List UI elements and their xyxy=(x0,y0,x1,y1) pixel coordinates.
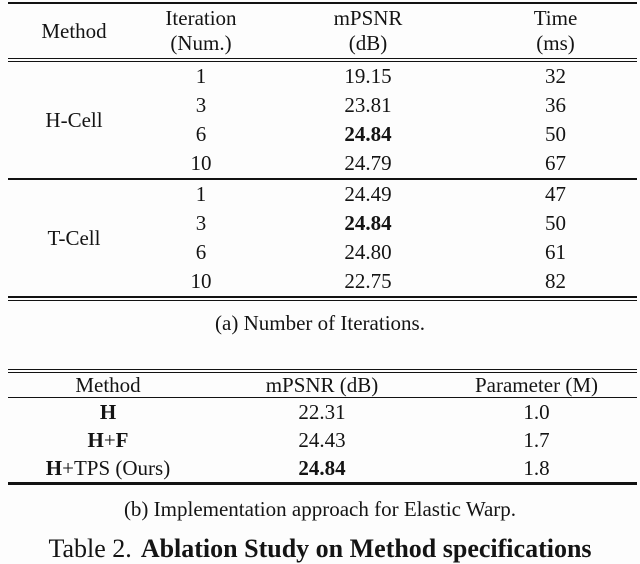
parameter-cell: 1.7 xyxy=(523,427,550,452)
iteration-cell: 1 xyxy=(195,182,207,206)
mpsnr-cell: 19.15 xyxy=(344,64,392,88)
table-a-header-method: Method xyxy=(8,4,140,58)
mpsnr-cell: 22.31 xyxy=(298,399,346,424)
time-cell: 50 xyxy=(545,122,566,146)
mpsnr-cell: 22.75 xyxy=(344,269,392,293)
table-b-header-method: Method xyxy=(75,372,141,397)
table-b: Method mPSNR (dB) Parameter (M) H 22.31 … xyxy=(8,369,637,485)
table-b-caption: (b) Implementation approach for Elastic … xyxy=(123,497,517,521)
header-sublabel: (dB) xyxy=(348,31,388,55)
table-a-header-mpsnr: mPSNR (dB) xyxy=(262,4,474,58)
time-cell: 61 xyxy=(545,240,566,264)
figure-caption-title: Ablation Study on Method specifications xyxy=(140,534,592,563)
iteration-cell: 6 xyxy=(195,240,207,264)
parameter-cell: 1.8 xyxy=(523,455,550,480)
mpsnr-cell: 24.84 xyxy=(344,211,392,235)
table-b-header-row: Method mPSNR (dB) Parameter (M) xyxy=(8,373,637,397)
table-a-header-time: Time (ms) xyxy=(474,4,637,58)
time-cell: 36 xyxy=(545,93,566,117)
table-a-section-rule xyxy=(8,178,637,180)
header-label: Time xyxy=(533,6,578,30)
mpsnr-cell: 24.84 xyxy=(344,122,392,146)
parameter-cell: 1.0 xyxy=(523,399,550,424)
header-label: Method xyxy=(41,18,107,43)
time-cell: 67 xyxy=(545,151,566,175)
method-part: +TPS (Ours) xyxy=(62,455,171,480)
header-sublabel: (ms) xyxy=(536,31,575,55)
mpsnr-cell: 24.80 xyxy=(344,240,392,264)
mpsnr-cell: 24.79 xyxy=(344,151,392,175)
method-cell: H xyxy=(8,398,208,426)
table-a: Method Iteration (Num.) mPSNR (dB) Time … xyxy=(8,2,637,301)
method-part: H xyxy=(45,455,63,480)
method-part: F xyxy=(115,427,129,452)
iteration-cell: 6 xyxy=(195,122,207,146)
table-a-top-rule xyxy=(8,2,637,4)
table-a-bottom-rule xyxy=(8,296,637,301)
method-part: H xyxy=(87,427,104,452)
iteration-cell: 10 xyxy=(190,269,212,293)
time-cell: 50 xyxy=(545,211,566,235)
mpsnr-cell: 24.49 xyxy=(344,182,392,206)
mpsnr-cell: 23.81 xyxy=(344,93,392,117)
method-cell: H-Cell xyxy=(45,107,103,132)
table-b-rows: H 22.31 1.0 H + F 24.43 1.7 H +TPS (Ours)… xyxy=(8,398,637,482)
iteration-cell: 3 xyxy=(195,211,207,235)
time-cell: 32 xyxy=(545,64,566,88)
method-cell: H +TPS (Ours) xyxy=(8,454,208,482)
iteration-cell: 3 xyxy=(195,93,207,117)
table-a-group-hcell: H-Cell 1 19.15 32 3 23.81 36 6 24.84 50 … xyxy=(8,62,637,178)
mpsnr-cell: 24.43 xyxy=(298,427,346,452)
mpsnr-cell: 24.84 xyxy=(298,455,346,480)
table-a-header-row: Method Iteration (Num.) mPSNR (dB) Time … xyxy=(8,4,637,58)
table-a-caption: (a) Number of Iterations. xyxy=(215,311,425,335)
method-cell: T-Cell xyxy=(47,225,101,250)
table-b-header-parameter: Parameter (M) xyxy=(474,372,599,397)
header-label: mPSNR xyxy=(333,6,403,30)
table-b-top-rule xyxy=(8,369,637,373)
time-cell: 47 xyxy=(545,182,566,206)
table-b-header-mpsnr: mPSNR (dB) xyxy=(265,372,379,397)
figure-caption: Table 2. Ablation Study on Method specifi… xyxy=(0,534,640,564)
table-b-header-rule xyxy=(8,397,637,398)
table-a-header-rule xyxy=(8,58,637,62)
table-b-bottom-rule xyxy=(8,482,637,485)
method-part: H xyxy=(99,399,117,424)
header-sublabel: (Num.) xyxy=(170,31,232,55)
method-part: + xyxy=(103,427,116,452)
iteration-cell: 10 xyxy=(190,151,212,175)
method-cell: H + F xyxy=(8,426,208,454)
table-a-header-iteration: Iteration (Num.) xyxy=(140,4,262,58)
iteration-cell: 1 xyxy=(195,64,207,88)
time-cell: 82 xyxy=(545,269,566,293)
figure-caption-label: Table 2. xyxy=(48,534,132,563)
table-a-group-tcell: T-Cell 1 24.49 47 3 24.84 50 6 24.80 61 … xyxy=(8,180,637,296)
header-label: Iteration xyxy=(165,6,237,30)
